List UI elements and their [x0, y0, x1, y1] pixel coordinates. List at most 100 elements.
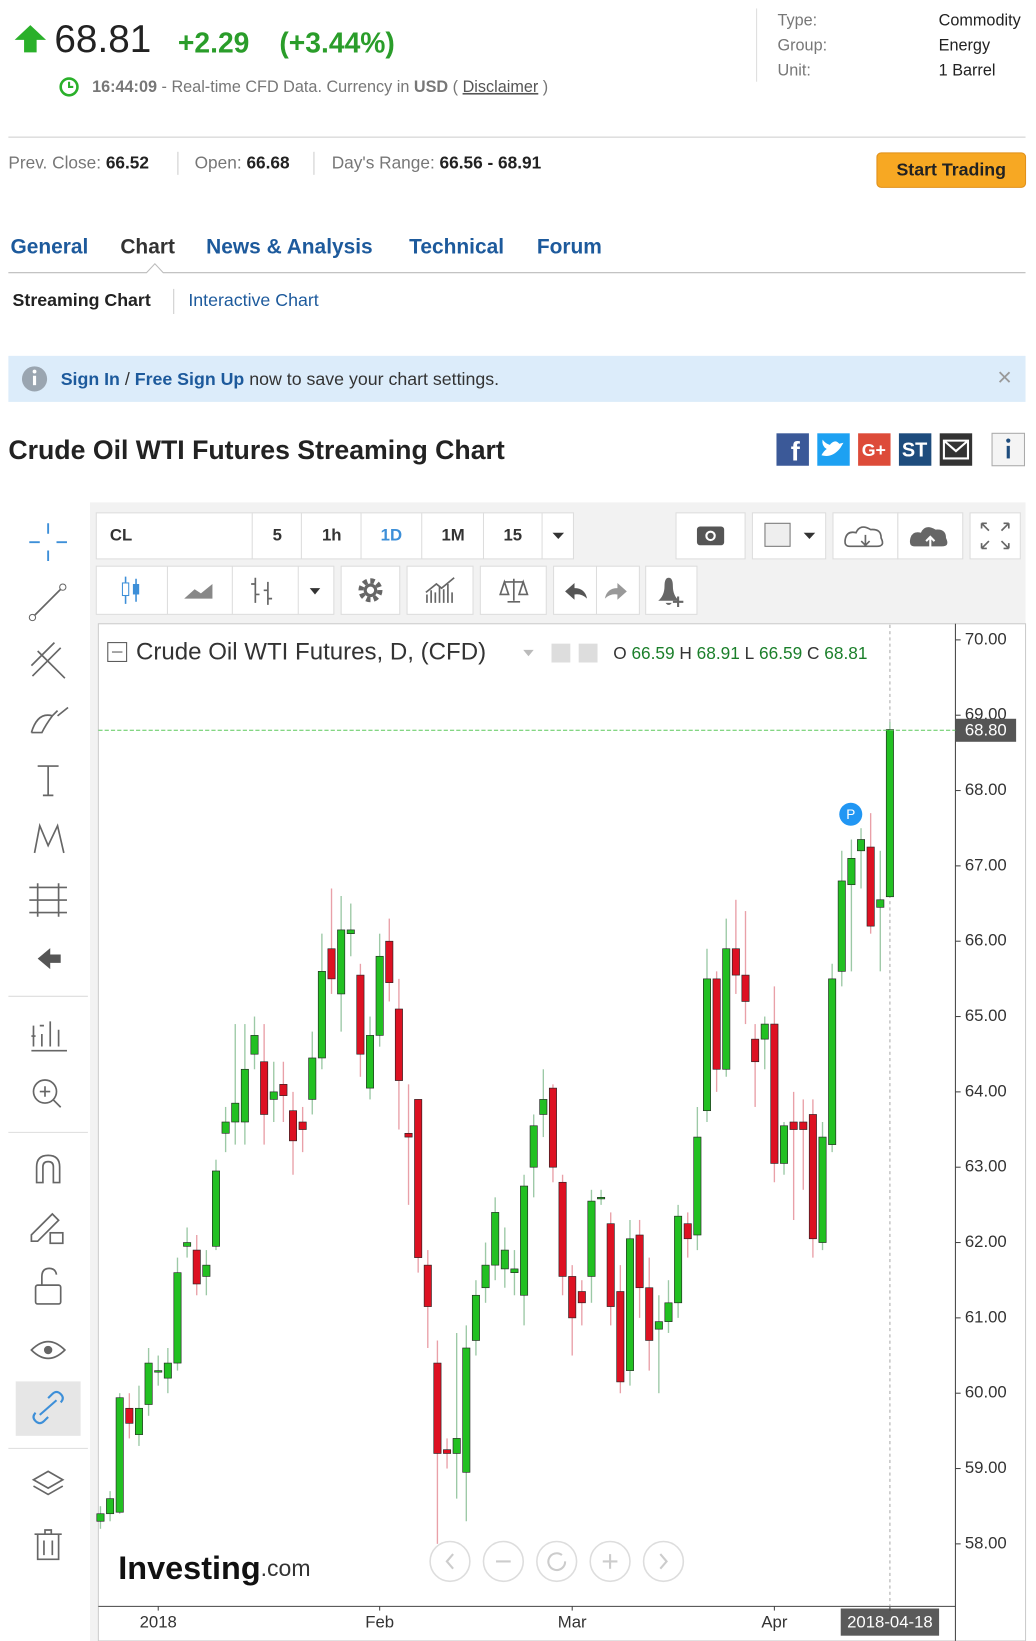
interval-active[interactable]: 1D — [381, 525, 402, 544]
lock-tool[interactable] — [34, 1284, 62, 1305]
candle-body — [231, 1102, 240, 1123]
layers-tool[interactable] — [31, 1470, 65, 1496]
interval[interactable]: 1M — [441, 525, 464, 544]
tab[interactable]: General — [10, 236, 88, 259]
candle-body — [645, 1287, 654, 1341]
scroll-right[interactable] — [642, 1540, 685, 1583]
candle-body — [250, 1035, 259, 1055]
tab-active[interactable]: Chart — [120, 236, 175, 259]
candle-body — [154, 1370, 163, 1373]
pattern-tool[interactable] — [33, 822, 65, 854]
clock-icon — [59, 77, 79, 97]
brush-tool[interactable] — [30, 706, 69, 734]
y-tick-label: 61.00 — [965, 1307, 1007, 1326]
zoom-tool[interactable] — [32, 1079, 58, 1104]
stocktwits[interactable] — [898, 433, 932, 466]
y-tick-label: 66.00 — [965, 931, 1007, 950]
candle-body — [789, 1121, 798, 1130]
candle-body — [674, 1215, 683, 1304]
event-marker[interactable] — [839, 802, 863, 826]
subtab[interactable]: Interactive Chart — [188, 290, 318, 310]
price-label-box — [955, 718, 1017, 742]
measure-tool[interactable] — [29, 883, 67, 917]
candle-body — [731, 948, 740, 976]
candle-body — [770, 1023, 779, 1164]
time-line: 16:44:09 - Real-time CFD Data. Currency … — [92, 78, 548, 96]
candle-body — [452, 1438, 461, 1454]
ohlc-value: 66.59 — [631, 643, 674, 663]
interval[interactable]: 5 — [273, 525, 282, 544]
legend-ohlc: O 66.59 H 68.91 L 66.59 C 68.81 — [613, 643, 867, 663]
delete-tool[interactable] — [34, 1529, 62, 1561]
fib-tool[interactable] — [30, 642, 66, 679]
candle-body — [722, 948, 731, 1070]
y-tick-label: 63.00 — [965, 1157, 1007, 1176]
zoom-range-tool[interactable] — [31, 1021, 67, 1052]
candle-body — [356, 974, 365, 1055]
candle-body — [558, 1181, 567, 1277]
email[interactable] — [939, 433, 973, 466]
candle-body — [366, 1035, 375, 1089]
crosshair-tool[interactable] — [29, 523, 67, 561]
candle-body — [491, 1212, 500, 1266]
lock-drawing-tool[interactable] — [30, 1212, 60, 1243]
candle-body — [269, 1091, 278, 1100]
tab[interactable]: Forum — [537, 236, 602, 259]
candle-body — [520, 1185, 529, 1296]
ohlc-label: L — [745, 643, 755, 663]
chart: 58.00 59.00 60.00 61.00 62.00 63.00 64.00 65.00… — [96, 624, 1017, 1636]
candle-body — [106, 1498, 115, 1515]
scroll-left[interactable] — [429, 1540, 471, 1583]
sign-up[interactable]: Free Sign Up — [135, 369, 245, 389]
settings-button[interactable] — [340, 565, 401, 615]
back-tool[interactable] — [37, 948, 61, 970]
tab-underline — [8, 263, 1026, 274]
button-label[interactable]: Start Trading — [896, 159, 1006, 179]
visibility-tool[interactable] — [30, 1340, 67, 1360]
y-tick-label: 65.00 — [965, 1006, 1007, 1025]
realtime-text: - Real-time CFD Data. Currency in — [162, 78, 410, 96]
candle-body — [885, 729, 894, 898]
subtab-active[interactable]: Streaming Chart — [13, 290, 151, 310]
facebook[interactable] — [776, 433, 809, 466]
logo-main: Investing — [118, 1549, 260, 1585]
magnet-tool[interactable] — [35, 1154, 61, 1184]
time: 16:44:09 — [92, 78, 157, 96]
interval[interactable]: 15 — [503, 525, 522, 544]
candle-body — [423, 1264, 432, 1307]
text-tool[interactable] — [37, 765, 59, 797]
stat-value: 66.52 — [106, 152, 149, 172]
reset[interactable] — [536, 1540, 578, 1583]
tab[interactable]: News & Analysis — [206, 236, 373, 259]
price: 68.81 — [54, 18, 151, 61]
toolbar: CL 5 1h 1D 1M 15 — [95, 512, 1021, 560]
candle-body — [606, 1223, 615, 1307]
gplus-label: G+ — [862, 440, 886, 460]
candle-body — [317, 971, 326, 1059]
up-arrow — [14, 25, 47, 53]
symbol[interactable]: CL — [110, 525, 132, 544]
y-tick-label: 67.00 — [965, 855, 1007, 874]
tab[interactable]: Technical — [409, 236, 504, 259]
event-marker-label: P — [846, 807, 855, 822]
stat-label: Prev. Close: — [8, 152, 101, 172]
banner-text: Sign In / Free Sign Up now to save your … — [61, 369, 499, 389]
interval[interactable]: 1h — [322, 525, 342, 544]
start-trading-button[interactable] — [876, 152, 1027, 188]
candle-body — [462, 1347, 471, 1473]
candle-body — [664, 1302, 673, 1322]
svg-text:f: f — [791, 435, 801, 466]
x-tick-label: Mar — [558, 1613, 587, 1632]
candle-body — [616, 1291, 625, 1383]
sign-in[interactable]: Sign In — [61, 369, 120, 389]
ohlc-label: C — [807, 643, 819, 663]
close[interactable]: × — [997, 364, 1012, 392]
disclaimer[interactable]: Disclaimer — [463, 78, 539, 96]
candle-body — [443, 1449, 452, 1454]
candle-body — [500, 1249, 509, 1270]
info-value: Commodity — [939, 11, 1022, 29]
line-tool[interactable] — [31, 586, 64, 619]
google-plus[interactable] — [858, 433, 891, 466]
fullscreen-button[interactable] — [969, 512, 1021, 560]
chart-title: Crude Oil WTI Futures Streaming Chart — [8, 435, 505, 465]
